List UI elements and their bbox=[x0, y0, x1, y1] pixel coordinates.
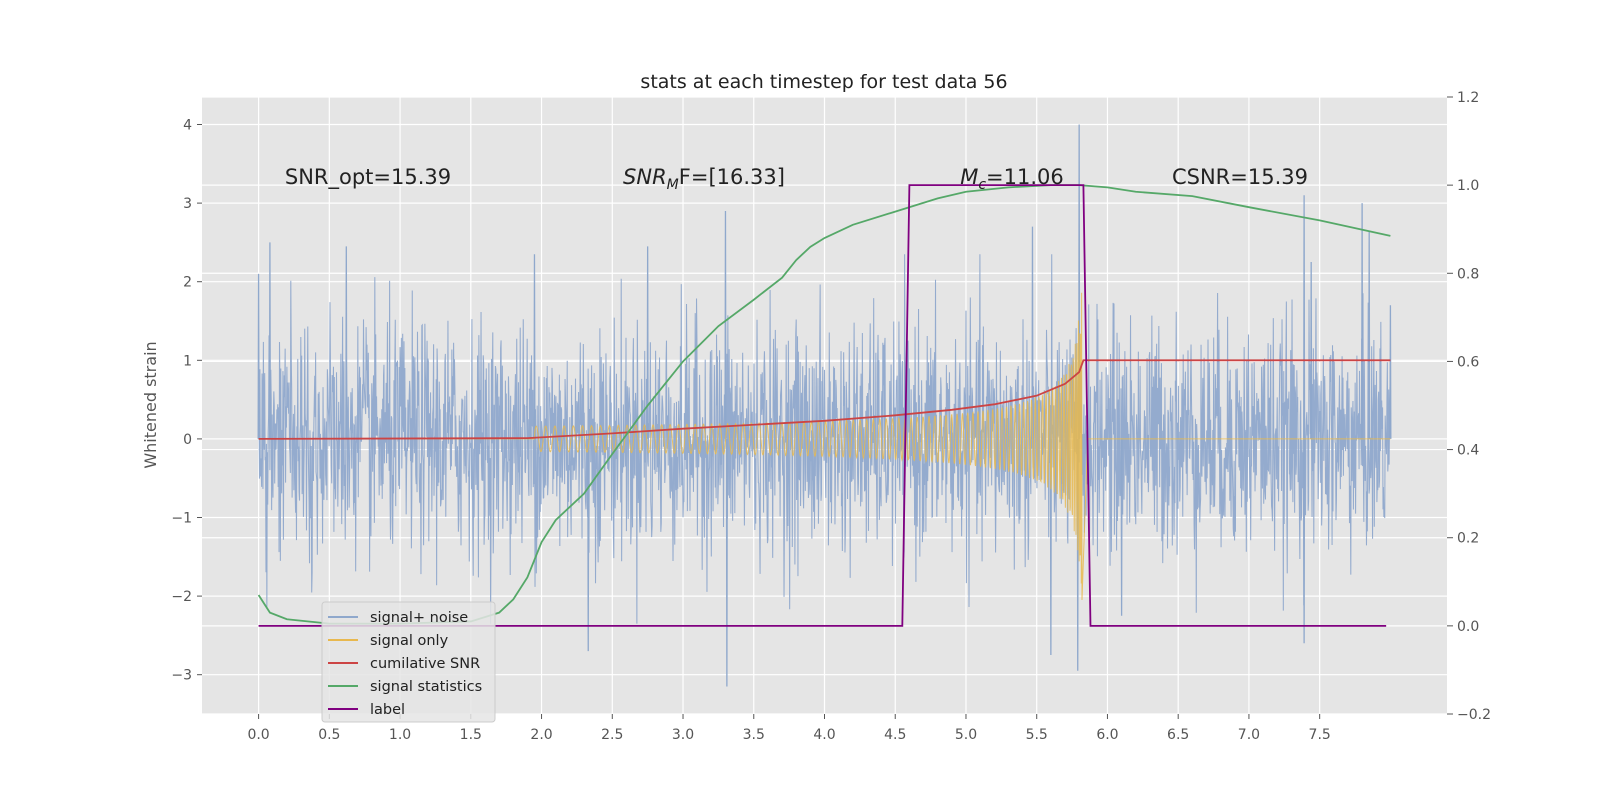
legend-label: label bbox=[370, 702, 405, 718]
x-tick-label: 5.5 bbox=[1026, 727, 1048, 743]
x-tick-label: 0.0 bbox=[247, 727, 269, 743]
x-tick-label: 2.5 bbox=[601, 727, 623, 743]
y-tick-label: 2 bbox=[183, 275, 192, 291]
y-tick-label: −2 bbox=[171, 589, 192, 605]
y2-tick-label: 1.0 bbox=[1457, 178, 1479, 194]
legend-label: signal statistics bbox=[370, 679, 482, 695]
signal-noise-spike bbox=[1389, 305, 1392, 439]
signal-noise-spike bbox=[725, 438, 728, 687]
tick-labels: 0.0 0.5 1.0 1.5 2.0 2.5 3.0 3.5 4.0 4.5 5.0 5.5 6.0 6… bbox=[171, 90, 1491, 743]
x-tick-label: 0.5 bbox=[318, 727, 340, 743]
annotations: SNR_opt=15.39 SNRMF=[16.33] Mc=11.06 CSNR=1… bbox=[285, 165, 1308, 193]
legend-label: signal+ noise bbox=[370, 610, 468, 626]
signal-noise-spike bbox=[1303, 195, 1306, 439]
y-tick-label: −3 bbox=[171, 668, 192, 684]
y-tick-label: 3 bbox=[183, 196, 192, 212]
x-tick-label: 6.5 bbox=[1167, 727, 1189, 743]
y-tick-label: 4 bbox=[183, 118, 192, 134]
annotation: CSNR=15.39 bbox=[1172, 165, 1308, 189]
signal-noise-line bbox=[258, 254, 1391, 624]
y2-tick-label: 0.8 bbox=[1457, 266, 1479, 282]
y-tick-label: 1 bbox=[183, 353, 192, 369]
signal-noise-spike bbox=[533, 254, 536, 439]
signal-noise-spike bbox=[257, 273, 260, 439]
signal-noise-spike bbox=[268, 242, 271, 439]
x-tick-label: 6.0 bbox=[1096, 727, 1118, 743]
signal-noise-spike bbox=[1361, 203, 1364, 439]
annotation: SNRMF=[16.33] bbox=[623, 165, 785, 193]
legend: signal+ noise signal only cumilative SNR si… bbox=[321, 601, 496, 723]
y2-tick-label: −0.2 bbox=[1457, 707, 1491, 723]
signal-noise-spike bbox=[1303, 438, 1306, 644]
label-line bbox=[258, 184, 1387, 627]
y-tick-label: −1 bbox=[171, 511, 192, 527]
legend-label: cumilative SNR bbox=[370, 656, 480, 672]
legend-label: signal only bbox=[370, 633, 449, 649]
annotation: Mc=11.06 bbox=[960, 165, 1064, 193]
x-tick-label: 2.0 bbox=[530, 727, 552, 743]
x-tick-label: 4.0 bbox=[813, 727, 835, 743]
x-tick-label: 1.0 bbox=[389, 727, 411, 743]
signal-noise-spike bbox=[646, 246, 649, 439]
signal-noise-spike bbox=[724, 210, 727, 439]
y-tick-label: 0 bbox=[183, 432, 192, 448]
signal-noise-spike bbox=[345, 246, 348, 439]
signal-noise-spike bbox=[1120, 438, 1123, 616]
annotation: SNR_opt=15.39 bbox=[285, 165, 451, 190]
y2-tick-label: 0.4 bbox=[1457, 443, 1479, 459]
signal-noise-spike bbox=[1031, 226, 1034, 439]
x-tick-label: 7.0 bbox=[1238, 727, 1260, 743]
y2-tick-label: 1.2 bbox=[1457, 90, 1479, 106]
x-tick-label: 3.0 bbox=[672, 727, 694, 743]
y2-tick-label: 0.6 bbox=[1457, 354, 1479, 370]
x-tick-label: 5.0 bbox=[955, 727, 977, 743]
cumulative-snr-line bbox=[258, 359, 1391, 440]
x-tick-label: 4.5 bbox=[884, 727, 906, 743]
x-tick-label: 1.5 bbox=[460, 727, 482, 743]
x-tick-label: 3.5 bbox=[743, 727, 765, 743]
signal-noise-spike bbox=[587, 438, 590, 652]
x-tick-label: 7.5 bbox=[1309, 727, 1331, 743]
chart-title: stats at each timestep for test data 56 bbox=[640, 71, 1007, 93]
y-axis-label: Whitened strain bbox=[141, 341, 160, 468]
y2-tick-label: 0.2 bbox=[1457, 531, 1479, 547]
y2-tick-label: 0.0 bbox=[1457, 619, 1479, 635]
legend-box bbox=[321, 601, 496, 723]
signal-noise-spike bbox=[1310, 262, 1313, 439]
signal-noise-spike bbox=[1368, 230, 1371, 439]
